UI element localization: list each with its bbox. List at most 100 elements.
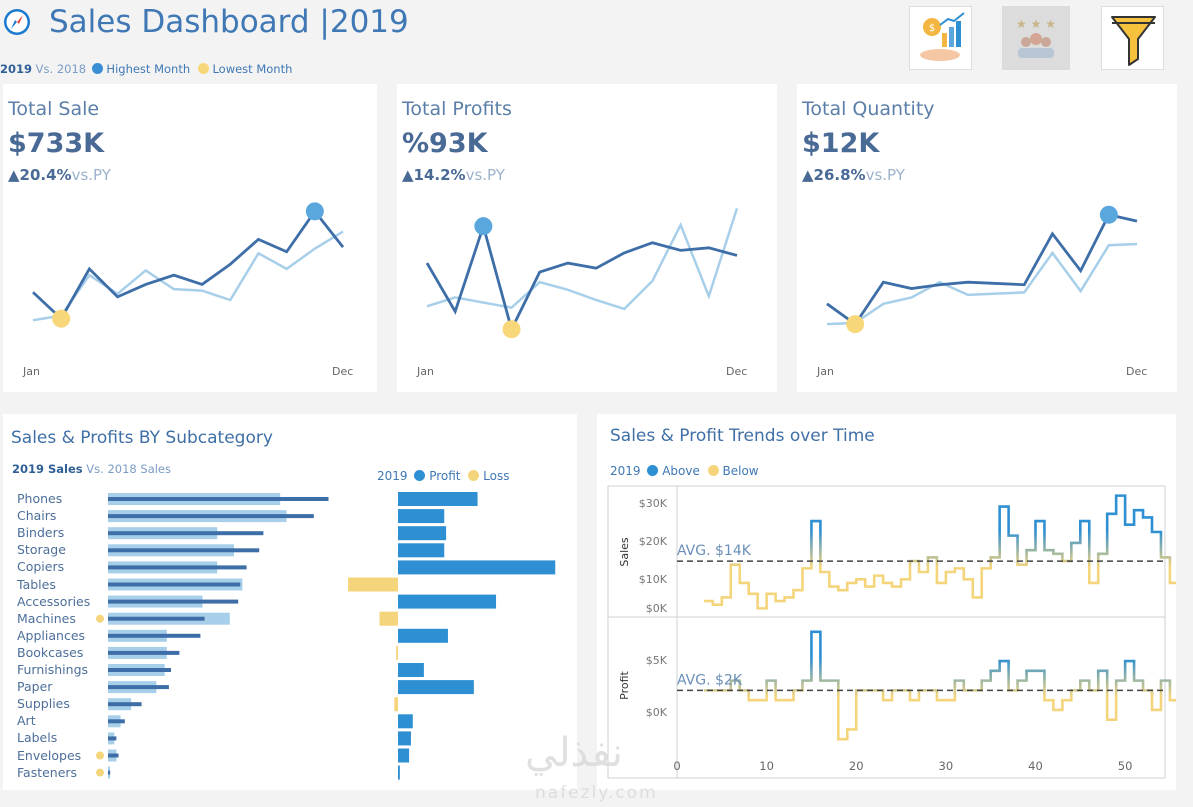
y-tick-label: $20K — [639, 535, 668, 548]
kpi-value: $12K — [802, 128, 880, 159]
x-tick-label: Jan — [416, 365, 434, 378]
kpi-title: Total Sale — [8, 98, 100, 120]
trends-above-dot — [647, 465, 659, 476]
kpi-delta-vs: vs.PY — [465, 166, 505, 184]
kpi-delta-vs: vs.PY — [71, 166, 111, 184]
page-title: Sales Dashboard |2019 — [49, 4, 409, 40]
y-tick-label: $10K — [639, 573, 668, 586]
x-tick-label: Jan — [22, 365, 40, 378]
sales-2019-bar — [108, 633, 201, 638]
sales-2019-bar — [108, 770, 111, 775]
legend-high-dot — [91, 63, 103, 74]
kpi-card: Total Profits %93K ▲14.2%vs.PY Jan Dec — [397, 84, 777, 392]
highest-month-marker — [1099, 205, 1118, 224]
category-label: Copiers — [17, 559, 65, 575]
x-tick-label: 50 — [1118, 759, 1133, 773]
up-arrow-icon: ▲ — [802, 166, 814, 184]
y-tick-label: $30K — [639, 497, 668, 510]
x-tick-label: 10 — [759, 759, 774, 773]
compass-icon — [4, 9, 30, 35]
trends-chart: AVG. $14K $30K $20K $10K $0K Sales AVG. $2K $5K… — [607, 485, 1176, 779]
lowest-month-marker — [846, 315, 865, 334]
series-line-current — [826, 213, 1138, 327]
sales-2019-bar — [108, 668, 171, 672]
kpi-delta-vs: vs.PY — [865, 166, 905, 184]
category-label: Bookcases — [17, 644, 84, 660]
sales-2019-bar — [108, 650, 180, 655]
series-line-current — [425, 221, 738, 334]
subcategory-title: Sales & Profits BY Subcategory — [11, 428, 273, 448]
sales-2019-bar — [108, 599, 239, 604]
page-title-year: 2019 — [329, 4, 409, 40]
sales-2019-bar — [108, 497, 329, 501]
lowest-month-marker — [502, 320, 521, 339]
loss-bar — [348, 577, 398, 592]
kpi-value: %93K — [402, 128, 488, 159]
category-label: Appliances — [17, 627, 86, 643]
category-label: Chairs — [17, 508, 57, 524]
series-line-previous — [826, 242, 1138, 326]
sales-avg-label: AVG. $14K — [677, 543, 752, 559]
series-line-previous — [426, 207, 739, 311]
legend-loss-label: Loss — [483, 469, 510, 483]
kpi-delta-value: 20.4% — [19, 166, 72, 184]
category-label: Accessories — [17, 593, 91, 609]
x-tick-label: Dec — [726, 365, 747, 378]
subcategory-profit-legend: 2019 Profit Loss — [377, 469, 510, 483]
growth-chart-icon: $ — [920, 12, 965, 61]
category-label: Labels — [17, 730, 58, 746]
trends-frame — [607, 485, 1166, 779]
trends-panel: Sales & Profit Trends over Time 2019 Abo… — [597, 414, 1176, 790]
profit-bar — [398, 526, 447, 541]
profit-bar — [398, 628, 448, 643]
loss-marker — [96, 614, 104, 623]
legend-low-dot — [197, 63, 209, 74]
kpi-title: Total Profits — [402, 98, 512, 120]
team-rating-button[interactable]: ★ ★ ★ — [1002, 6, 1070, 70]
svg-text:★ ★ ★: ★ ★ ★ — [1016, 17, 1056, 31]
sales-2019-bar — [108, 702, 142, 707]
x-tick-label: 30 — [939, 759, 954, 773]
profit-axis-label: Profit — [618, 670, 631, 699]
kpi-sparkline: Jan Dec — [416, 207, 747, 378]
category-label: Fasteners — [17, 764, 78, 780]
kpi-delta: ▲20.4%vs.PY — [8, 166, 111, 184]
profit-bar — [398, 663, 424, 677]
filter-funnel-icon — [1111, 16, 1156, 66]
y-tick-label: $0K — [646, 706, 668, 719]
kpi-card: Total Sale $733K ▲20.4%vs.PY Jan Dec — [3, 84, 377, 392]
kpi-delta-value: 14.2% — [413, 166, 466, 184]
up-arrow-icon: ▲ — [8, 166, 20, 184]
sales-2019-bar — [108, 616, 205, 621]
filter-button[interactable] — [1101, 6, 1164, 70]
highest-month-marker — [474, 217, 493, 236]
profit-bar — [398, 509, 445, 524]
x-tick-label: 20 — [849, 759, 864, 773]
sales-step-line — [703, 494, 1176, 610]
loss-marker — [96, 768, 104, 777]
svg-text:$: $ — [929, 23, 935, 34]
watermark-latin: nafezly.com — [535, 783, 658, 803]
loss-bar — [396, 645, 398, 660]
growth-button[interactable]: $ — [909, 6, 972, 70]
category-label: Paper — [17, 679, 53, 695]
loss-bar — [394, 697, 398, 712]
legend-profit-year: 2019 — [377, 469, 408, 483]
header-legend: 2019 Vs. 2018 Highest Month Lowest Month — [0, 62, 292, 76]
legend-high-label: Highest Month — [106, 62, 191, 76]
profit-bar — [398, 748, 410, 763]
sales-2019-bar — [108, 736, 117, 741]
page-title-text: Sales Dashboard | — [49, 4, 330, 40]
series-line-previous — [32, 230, 344, 322]
trends-legend: 2019 Above Below — [610, 464, 759, 478]
sales-2019-bar — [108, 514, 314, 519]
trends-below-label: Below — [722, 464, 759, 478]
y-tick-label: $0K — [646, 602, 668, 615]
profit-avg-label: AVG. $2K — [677, 672, 743, 688]
sales-2019-bar — [108, 719, 125, 724]
legend-sales-2019: 2019 Sales — [12, 462, 83, 476]
profit-bar — [398, 492, 478, 506]
legend-loss-dot — [468, 470, 480, 481]
profit-bar — [398, 714, 413, 729]
profit-bar — [398, 731, 411, 746]
